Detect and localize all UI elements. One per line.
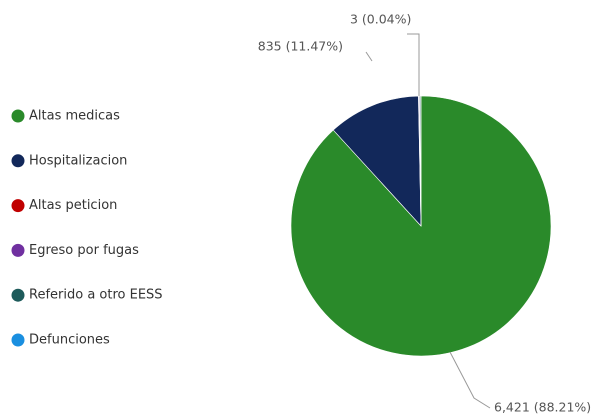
legend-label: Egreso por fugas xyxy=(29,243,139,258)
legend-label: Defunciones xyxy=(29,333,110,348)
legend-marker xyxy=(11,154,25,168)
legend-label: Hospitalizacion xyxy=(29,153,127,168)
legend-marker xyxy=(11,109,25,123)
leader-line xyxy=(407,33,420,96)
legend-marker xyxy=(11,288,25,302)
legend-label: Altas peticion xyxy=(29,198,117,213)
pie-slice xyxy=(332,95,422,227)
legend-label: Referido a otro EESS xyxy=(29,288,163,303)
data-label: 835 (11.47%) xyxy=(258,39,343,54)
data-label: 3 (0.04%) xyxy=(350,12,411,27)
legend-marker xyxy=(11,333,25,347)
legend-marker xyxy=(11,243,25,257)
legend-label: Altas medicas xyxy=(29,109,120,124)
legend-marker xyxy=(11,199,25,213)
leader-line xyxy=(449,351,491,409)
leader-line xyxy=(365,51,373,62)
data-label: 6,421 (88.21%) xyxy=(494,400,591,415)
